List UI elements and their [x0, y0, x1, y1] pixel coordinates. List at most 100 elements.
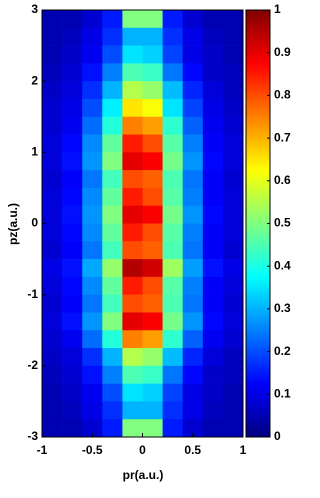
y-tick-label: -2 [27, 358, 38, 372]
heatmap-cell [142, 187, 163, 207]
heatmap-cell [182, 63, 204, 82]
heatmap-cell [222, 63, 244, 82]
heatmap-cell [82, 312, 103, 331]
heatmap-cell [62, 81, 83, 100]
heatmap-cell [202, 383, 224, 402]
heatmap-cell [122, 383, 143, 402]
heatmap-cell [222, 170, 244, 189]
x-tick-label: -0.5 [82, 443, 103, 457]
heatmap-cell [42, 312, 63, 331]
heatmap-cell [142, 401, 163, 420]
heatmap-cell [122, 365, 143, 384]
heatmap-cell [102, 383, 123, 402]
heatmap-cell [102, 312, 123, 331]
heatmap-cell [102, 63, 123, 82]
heatmap-cell [62, 170, 83, 189]
heatmap-cell [62, 10, 83, 29]
heatmap-cell [62, 98, 83, 118]
heatmap-cell [42, 81, 63, 100]
y-tick-label: 3 [31, 2, 38, 16]
y-tick-label: -1 [27, 287, 38, 301]
heatmap-cell [42, 330, 63, 349]
heatmap-cell [202, 365, 224, 384]
colorbar-tick-label: 0.9 [274, 45, 291, 59]
x-tick-label: 1 [240, 443, 247, 457]
heatmap-cell [202, 170, 224, 189]
heatmap-cell [122, 27, 143, 46]
heatmap-cell [222, 276, 244, 295]
heatmap-cell [82, 170, 103, 189]
heatmap-cell [142, 330, 163, 349]
x-tick-label: -1 [37, 443, 48, 457]
heatmap-cell [202, 116, 224, 135]
heatmap-cell [82, 294, 103, 313]
colorbar-tick-label: 0.5 [274, 216, 291, 230]
heatmap-cell [222, 401, 244, 420]
heatmap-cell [202, 419, 224, 438]
heatmap-cell [202, 205, 224, 224]
heatmap-cell [162, 81, 183, 100]
heatmap [42, 10, 244, 438]
heatmap-cell [142, 63, 163, 82]
heatmap-cell [222, 365, 244, 384]
heatmap-cell [202, 401, 224, 420]
heatmap-cell [182, 223, 204, 242]
heatmap-cell [162, 312, 183, 331]
heatmap-cell [162, 348, 183, 367]
heatmap-cell [42, 241, 63, 260]
heatmap-cell [182, 401, 204, 420]
heatmap-cell [182, 116, 204, 135]
heatmap-cell [222, 312, 244, 331]
heatmap-cell [102, 401, 123, 420]
heatmap-cell [42, 294, 63, 313]
heatmap-cell [42, 419, 63, 438]
heatmap-cell [162, 45, 183, 64]
heatmap-cell [222, 45, 244, 64]
heatmap-cell [222, 241, 244, 260]
heatmap-cell [142, 223, 163, 242]
heatmap-cell [142, 81, 163, 100]
heatmap-cell [222, 98, 244, 118]
heatmap-cell [162, 241, 183, 260]
heatmap-cell [102, 330, 123, 349]
heatmap-cell [102, 419, 123, 438]
heatmap-cell [102, 27, 123, 46]
heatmap-cell [162, 383, 183, 402]
heatmap-cell [162, 330, 183, 349]
heatmap-cell [122, 63, 143, 82]
heatmap-cell [42, 170, 63, 189]
heatmap-cell [102, 348, 123, 367]
heatmap-cell [142, 259, 163, 278]
heatmap-cell [102, 10, 123, 29]
heatmap-cell [202, 348, 224, 367]
heatmap-cell [142, 276, 163, 295]
heatmap-cell [162, 187, 183, 207]
heatmap-cell [82, 98, 103, 118]
heatmap-cell [102, 365, 123, 384]
colorbar [245, 9, 271, 438]
heatmap-cell [122, 116, 143, 135]
heatmap-cell [162, 134, 183, 153]
heatmap-cell [202, 10, 224, 29]
heatmap-cell [82, 365, 103, 384]
heatmap-cell [82, 205, 103, 224]
heatmap-cell [122, 223, 143, 242]
heatmap-cell [82, 241, 103, 260]
heatmap-cell [82, 401, 103, 420]
heatmap-cell [182, 187, 204, 207]
heatmap-cell [82, 134, 103, 153]
heatmap-cell [182, 259, 204, 278]
heatmap-cell [122, 187, 143, 207]
heatmap-cell [142, 116, 163, 135]
heatmap-cell [162, 276, 183, 295]
heatmap-cell [162, 205, 183, 224]
heatmap-cell [122, 419, 143, 438]
heatmap-cell [102, 223, 123, 242]
heatmap-cell [122, 348, 143, 367]
heatmap-cell [202, 152, 224, 171]
x-tick-label: 0 [139, 443, 146, 457]
heatmap-cell [102, 45, 123, 64]
heatmap-cell [182, 365, 204, 384]
heatmap-cell [102, 98, 123, 118]
heatmap-cell [142, 134, 163, 153]
